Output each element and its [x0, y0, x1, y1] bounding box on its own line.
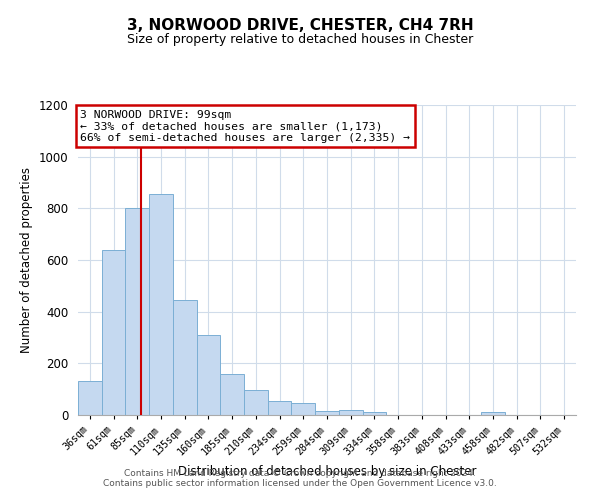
- Bar: [125, 208, 149, 415]
- Bar: [315, 411, 339, 415]
- Bar: [173, 300, 197, 415]
- Y-axis label: Number of detached properties: Number of detached properties: [20, 167, 33, 353]
- Bar: [197, 335, 220, 415]
- Text: 3, NORWOOD DRIVE, CHESTER, CH4 7RH: 3, NORWOOD DRIVE, CHESTER, CH4 7RH: [127, 18, 473, 32]
- X-axis label: Distribution of detached houses by size in Chester: Distribution of detached houses by size …: [178, 465, 476, 478]
- Bar: [78, 382, 102, 415]
- Bar: [102, 250, 125, 415]
- Bar: [481, 412, 505, 415]
- Bar: [268, 401, 292, 415]
- Text: Contains public sector information licensed under the Open Government Licence v3: Contains public sector information licen…: [103, 478, 497, 488]
- Text: Size of property relative to detached houses in Chester: Size of property relative to detached ho…: [127, 32, 473, 46]
- Bar: [292, 404, 315, 415]
- Bar: [339, 410, 362, 415]
- Text: 3 NORWOOD DRIVE: 99sqm
← 33% of detached houses are smaller (1,173)
66% of semi-: 3 NORWOOD DRIVE: 99sqm ← 33% of detached…: [80, 110, 410, 143]
- Bar: [149, 194, 173, 415]
- Bar: [220, 374, 244, 415]
- Text: Contains HM Land Registry data © Crown copyright and database right 2024.: Contains HM Land Registry data © Crown c…: [124, 468, 476, 477]
- Bar: [244, 390, 268, 415]
- Bar: [362, 412, 386, 415]
